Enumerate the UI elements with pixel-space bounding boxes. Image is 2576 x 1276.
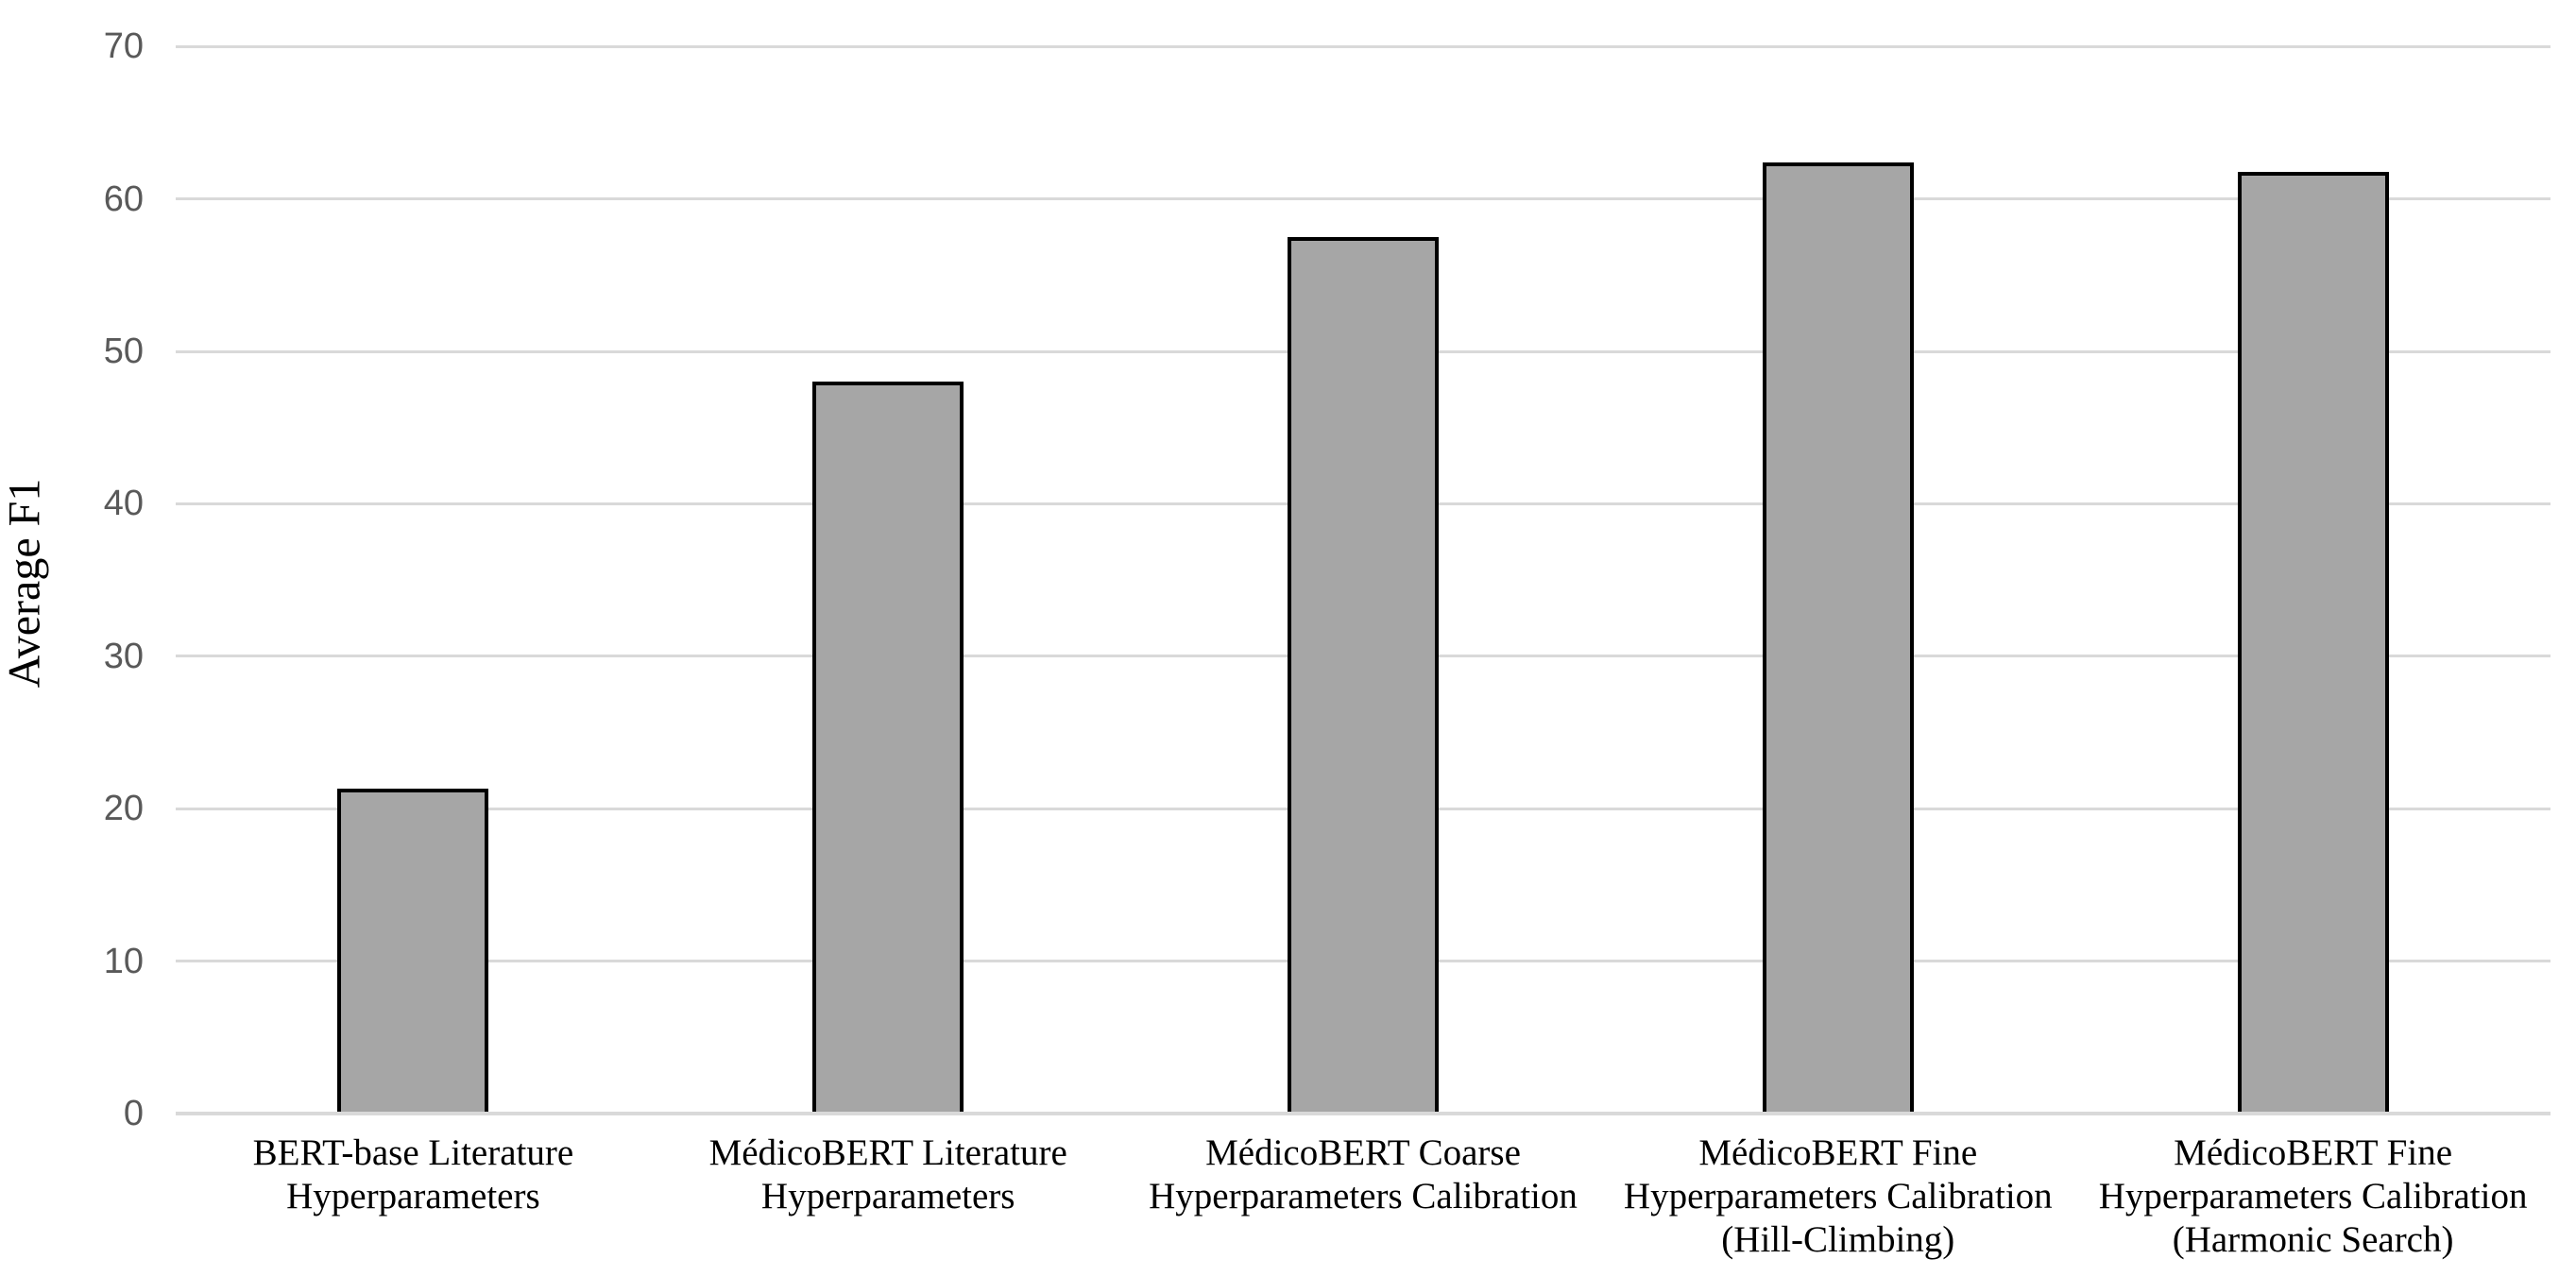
y-tick-30: 30: [103, 636, 144, 676]
y-tick-20: 20: [103, 789, 144, 829]
gridline-60: [176, 197, 2550, 201]
bar-2: [812, 382, 964, 1114]
y-tick-50: 50: [103, 332, 144, 371]
y-axis-title: Average F1: [0, 478, 50, 689]
category-label-3: MédicoBERT Coarse Hyperparameters Calibr…: [1149, 1132, 1578, 1216]
bar-1: [337, 789, 489, 1114]
category-label-5: MédicoBERT Fine Hyperparameters Calibrat…: [2098, 1132, 2528, 1260]
x-axis-line: [176, 1112, 2550, 1115]
y-tick-0: 0: [123, 1094, 144, 1133]
y-tick-70: 70: [103, 26, 144, 67]
category-label-1: BERT-base Literature Hyperparameters: [252, 1132, 574, 1216]
bar-3: [1288, 236, 1439, 1114]
gridline-70: [176, 44, 2550, 48]
bar-5: [2237, 171, 2389, 1114]
bar-4: [1762, 162, 1914, 1114]
category-label-4: MédicoBERT Fine Hyperparameters Calibrat…: [1623, 1132, 2053, 1260]
category-label-2: MédicoBERT Literature Hyperparameters: [708, 1132, 1067, 1216]
y-tick-40: 40: [103, 484, 144, 524]
y-tick-60: 60: [103, 179, 144, 219]
y-tick-10: 10: [103, 941, 144, 981]
